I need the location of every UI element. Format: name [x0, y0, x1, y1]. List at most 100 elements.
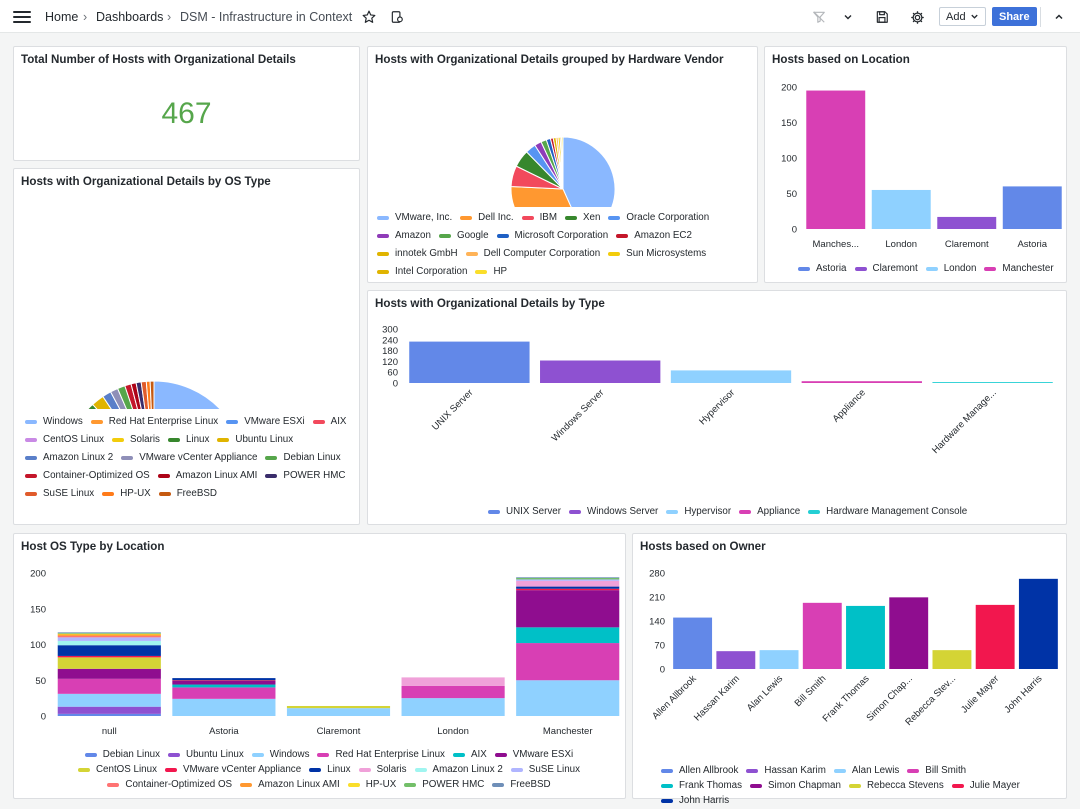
- legend-item[interactable]: Claremont: [854, 260, 918, 278]
- legend-item[interactable]: Hassan Karim: [746, 764, 826, 779]
- legend-item[interactable]: AIX: [312, 413, 346, 431]
- legend-item[interactable]: Manchester: [984, 260, 1054, 278]
- legend-item[interactable]: Sun Microsystems: [608, 245, 706, 263]
- bar-segment[interactable]: [57, 655, 161, 658]
- bar-segment[interactable]: [401, 685, 505, 699]
- legend-item[interactable]: HP: [475, 263, 507, 281]
- legend-item[interactable]: Microsoft Corporation: [496, 227, 608, 245]
- bar-segment[interactable]: [172, 678, 276, 681]
- dashboard-settings-icon[interactable]: [388, 8, 406, 26]
- pie-slice[interactable]: [109, 387, 131, 409]
- pie-slice[interactable]: [91, 395, 122, 409]
- legend-item[interactable]: Intel Corporation: [377, 263, 467, 281]
- pie-slice[interactable]: [562, 136, 616, 207]
- bar[interactable]: [806, 90, 866, 229]
- panel-location[interactable]: Hosts based on Location 0 50 100 150 200 Manc…: [764, 46, 1067, 283]
- bar[interactable]: [1002, 186, 1062, 229]
- save-icon[interactable]: [873, 8, 891, 26]
- legend-item[interactable]: HP-UX: [347, 778, 396, 793]
- pie-slice[interactable]: [130, 382, 142, 409]
- chevron-up-icon[interactable]: [1050, 8, 1068, 26]
- bar-segment[interactable]: [57, 640, 161, 646]
- pie-slice[interactable]: [102, 391, 126, 409]
- bar-segment[interactable]: [516, 627, 620, 644]
- legend-item[interactable]: Amazon Linux 2: [414, 763, 503, 778]
- panel-total-hosts[interactable]: Total Number of Hosts with Organizationa…: [13, 46, 360, 161]
- legend-item[interactable]: Ubuntu Linux: [168, 748, 244, 763]
- bar-segment[interactable]: [57, 713, 161, 716]
- legend-item[interactable]: VMware ESXi: [494, 748, 573, 763]
- legend-item[interactable]: Dell Computer Corporation: [465, 245, 600, 263]
- panel-hardware-vendor[interactable]: Hosts with Organizational Details groupe…: [367, 46, 758, 283]
- bar[interactable]: [673, 617, 713, 669]
- legend-item[interactable]: Amazon Linux AMI: [240, 778, 340, 793]
- bar[interactable]: [871, 189, 931, 229]
- pie-slice[interactable]: [135, 381, 146, 409]
- bar-segment[interactable]: [57, 668, 161, 679]
- star-icon[interactable]: [360, 8, 378, 26]
- legend-item[interactable]: Frank Thomas: [661, 779, 742, 794]
- pie-slice[interactable]: [116, 385, 136, 409]
- legend-item[interactable]: FreeBSD: [492, 778, 551, 793]
- bar-segment[interactable]: [57, 635, 161, 638]
- legend-item[interactable]: Amazon: [377, 227, 431, 245]
- bar-segment[interactable]: [286, 705, 391, 709]
- bar[interactable]: [409, 341, 530, 383]
- bar-segment[interactable]: [401, 677, 505, 686]
- bar[interactable]: [932, 382, 1053, 383]
- bar-segment[interactable]: [172, 684, 276, 688]
- legend-item[interactable]: VMware vCenter Appliance: [164, 763, 301, 778]
- pie-slice[interactable]: [561, 136, 564, 190]
- legend-item[interactable]: Oracle Corporation: [608, 209, 709, 227]
- bar-segment[interactable]: [516, 586, 620, 589]
- legend-item[interactable]: Hypervisor: [666, 503, 731, 521]
- legend-item[interactable]: innotek GmbH: [377, 245, 458, 263]
- bar[interactable]: [932, 650, 972, 669]
- breadcrumb-home[interactable]: Home: [45, 9, 79, 24]
- breadcrumb-dashboards[interactable]: Dashboards: [96, 9, 164, 24]
- bar[interactable]: [846, 605, 885, 669]
- pie-slice[interactable]: [124, 383, 139, 409]
- bar-segment[interactable]: [516, 588, 620, 591]
- legend-item[interactable]: Bill Smith: [907, 764, 966, 779]
- legend-item[interactable]: Ubuntu Linux: [217, 431, 293, 449]
- bar[interactable]: [540, 360, 661, 384]
- bar-segment[interactable]: [172, 698, 276, 716]
- bar-segment[interactable]: [57, 645, 161, 656]
- bar[interactable]: [889, 597, 929, 669]
- legend-item[interactable]: Red Hat Enterprise Linux: [317, 748, 445, 763]
- legend-item[interactable]: Dell Inc.: [460, 209, 514, 227]
- panel-host-type[interactable]: Hosts with Organizational Details by Typ…: [367, 290, 1067, 525]
- legend-item[interactable]: Google: [438, 227, 489, 245]
- legend-item[interactable]: CentOS Linux: [77, 763, 157, 778]
- legend-item[interactable]: POWER HMC: [404, 778, 484, 793]
- legend-item[interactable]: VMware ESXi: [226, 413, 305, 431]
- legend-item[interactable]: Simon Chapman: [749, 779, 841, 794]
- legend-item[interactable]: Appliance: [739, 503, 800, 521]
- bar[interactable]: [801, 381, 922, 383]
- legend-item[interactable]: POWER HMC: [265, 467, 345, 485]
- bar[interactable]: [975, 604, 1015, 669]
- bar[interactable]: [1018, 578, 1058, 669]
- bar-segment[interactable]: [57, 693, 161, 707]
- bar[interactable]: [802, 602, 842, 669]
- bar[interactable]: [937, 216, 997, 229]
- bar-segment[interactable]: [57, 632, 161, 634]
- share-button[interactable]: Share: [992, 7, 1037, 26]
- legend-item[interactable]: Container-Optimized OS: [107, 778, 232, 793]
- filter-off-icon[interactable]: [806, 6, 832, 28]
- legend-item[interactable]: SuSE Linux: [510, 763, 580, 778]
- legend-item[interactable]: Windows Server: [568, 503, 658, 521]
- pie-slice[interactable]: [80, 403, 114, 409]
- legend-item[interactable]: Rebecca Stevens: [848, 779, 944, 794]
- bar-segment[interactable]: [57, 634, 161, 636]
- legend-item[interactable]: Alan Lewis: [833, 764, 899, 779]
- legend-item[interactable]: Amazon Linux AMI: [157, 467, 257, 485]
- legend-item[interactable]: Amazon Linux 2: [25, 449, 113, 467]
- legend-item[interactable]: VMware vCenter Appliance: [121, 449, 257, 467]
- bar-segment[interactable]: [516, 643, 620, 681]
- legend-item[interactable]: VMware, Inc.: [377, 209, 452, 227]
- bar-segment[interactable]: [516, 579, 620, 581]
- legend-item[interactable]: CentOS Linux: [25, 431, 104, 449]
- legend-item[interactable]: Allen Allbrook: [661, 764, 738, 779]
